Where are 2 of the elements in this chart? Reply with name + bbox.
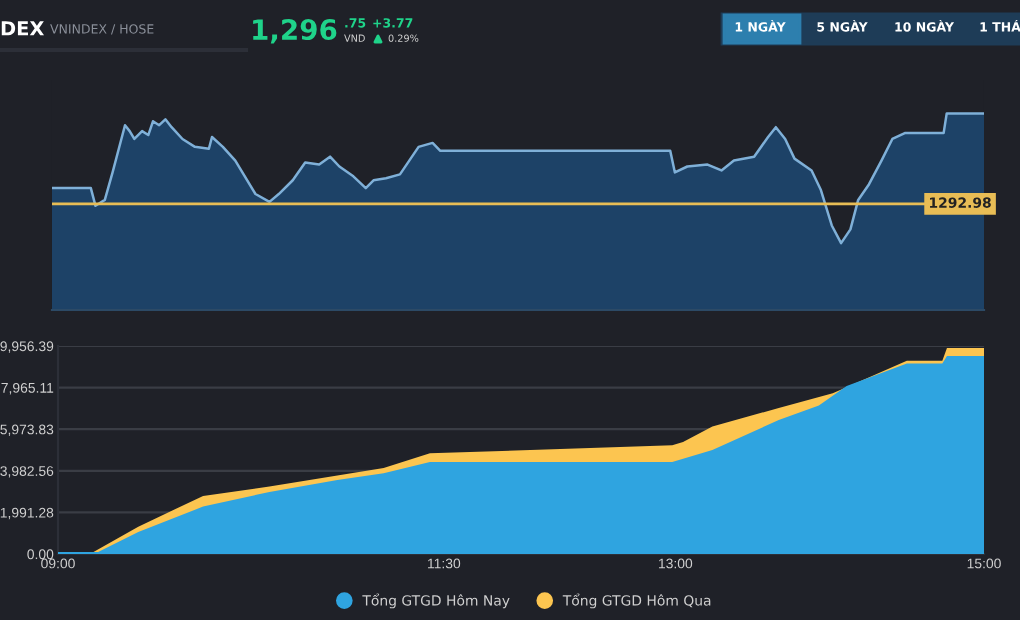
text: DEX — [1, 21, 45, 36]
text: 1,296 — [253, 19, 337, 44]
